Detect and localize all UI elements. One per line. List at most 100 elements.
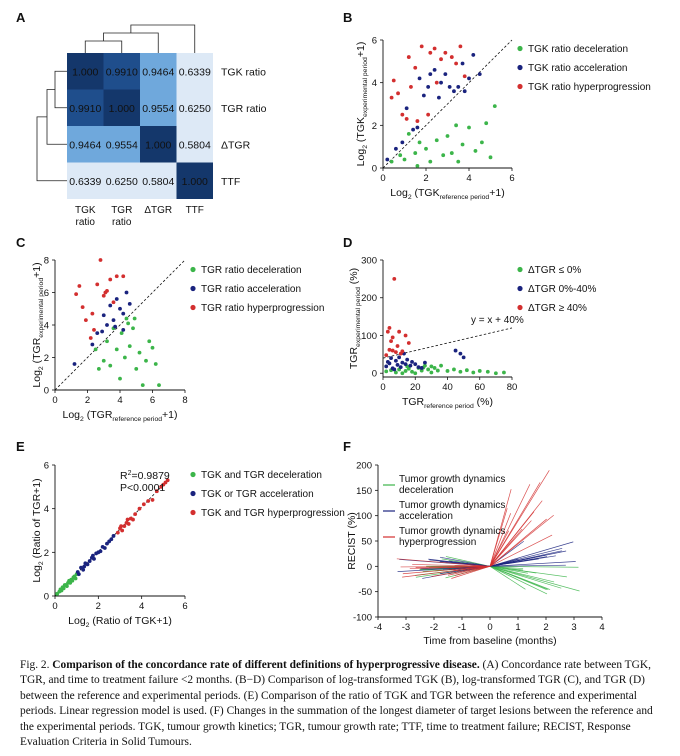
legend-label: TGR ratio deceleration: [201, 265, 302, 276]
heatmap-value: 1.000: [182, 176, 208, 188]
data-point-red: [397, 329, 402, 334]
x-tick-label: 2: [85, 395, 90, 406]
y-tick-label: 6: [44, 288, 49, 299]
legend-label: TGK ratio hyperprogression: [528, 82, 651, 93]
legend-marker: [517, 64, 523, 71]
top-dendrogram-link: [84, 40, 123, 53]
data-point-red: [390, 348, 395, 353]
heatmap-cell: [103, 162, 140, 199]
heatmap-value: 1.000: [145, 139, 171, 151]
data-point-red: [391, 78, 396, 83]
heatmap-row-label: TTF: [221, 176, 240, 188]
trajectory-experimental: [489, 565, 580, 592]
data-point-red: [165, 478, 170, 483]
data-point-green: [150, 345, 155, 350]
data-point-red: [432, 46, 437, 51]
data-point-navy: [385, 157, 390, 162]
data-point-navy: [458, 351, 463, 356]
heatmap-cell: [140, 126, 177, 163]
data-point-green: [471, 370, 476, 375]
data-point-navy: [398, 365, 403, 370]
data-point-navy: [101, 313, 106, 318]
y-tick-label: 2: [44, 353, 49, 364]
data-point-red: [119, 524, 123, 529]
heatmap-cell: [176, 126, 213, 163]
data-point-green: [428, 159, 433, 164]
data-point-green: [398, 153, 403, 158]
data-point-red: [95, 282, 100, 287]
r-squared-part: R: [120, 470, 128, 482]
scatter-panel-D: 0 20 40 60 80 0 100 200 300 ΔTGR ≤ 0% ΔTGR 0%-40% Δ…: [348, 256, 596, 411]
data-point-green: [492, 104, 497, 109]
data-point-green: [480, 140, 484, 145]
heatmap-value: 0.9554: [142, 103, 174, 115]
data-point-red: [150, 498, 155, 502]
data-point-red: [131, 517, 135, 522]
y-tick-label: 300: [361, 256, 377, 267]
x-tick-label: 1: [515, 622, 520, 633]
trajectory-experimental: [489, 565, 562, 589]
legend-label: TGK and TGR deceleration: [201, 470, 322, 481]
data-point-green: [484, 121, 489, 126]
heatmap-cell: [140, 162, 177, 199]
heatmap-value: 0.6250: [179, 103, 211, 115]
x-axis-label-part: TGR: [402, 396, 425, 408]
heatmap-value: 0.9464: [142, 66, 174, 78]
heatmap-col-label: ΔTGR: [144, 205, 172, 216]
data-point-navy: [384, 364, 389, 369]
heatmap-col-label: TGR: [111, 205, 132, 216]
legend-marker: [517, 285, 523, 292]
data-point-green: [485, 369, 490, 374]
data-point-red: [415, 119, 420, 123]
data-point-red: [406, 55, 411, 59]
data-point-navy: [405, 357, 410, 362]
legend-marker: [190, 490, 196, 497]
scatter-panel-B: 0 2 4 6 0 2 4 6 TGK ratio deceleration TGK ratio …: [355, 36, 651, 202]
data-point-green: [488, 155, 493, 160]
heatmap-col-label: ratio: [112, 217, 132, 228]
data-point-navy: [423, 360, 427, 365]
data-point-green: [153, 362, 158, 366]
data-point-green: [93, 347, 98, 352]
y-tick-label: 200: [356, 461, 372, 472]
trajectory-reference: [439, 556, 491, 567]
heatmap-cell: [67, 53, 104, 90]
x-tick-label: -1: [458, 622, 466, 633]
legend-label: acceleration: [399, 511, 453, 522]
y-axis-label-part: +1): [31, 262, 43, 277]
x-tick-label: -2: [430, 622, 438, 633]
data-point-red: [454, 61, 458, 66]
legend-marker: [190, 285, 196, 292]
data-point-red: [396, 91, 400, 96]
data-point-green: [458, 369, 463, 374]
line-panel-F: -4 -3 -2 -1 0 1 2 3 4 -100 -50 0 50 100 150 200 Tumor gr…: [346, 461, 605, 648]
heatmap-row-label: TGR ratio: [221, 103, 267, 115]
heatmap-row-label: TGK ratio: [221, 66, 266, 78]
data-point-green: [126, 321, 131, 326]
left-dendrogram-link: [36, 116, 67, 182]
data-point-green: [445, 369, 450, 373]
data-point-navy: [121, 311, 126, 316]
panel-label-F: F: [343, 439, 351, 454]
data-point-navy: [416, 365, 421, 370]
left-dendrogram-link: [54, 70, 67, 109]
x-tick-label: 2: [423, 173, 428, 184]
data-point-red: [126, 522, 131, 526]
data-point-navy: [91, 553, 95, 558]
trajectory-experimental: [489, 566, 548, 595]
heatmap-value: 1.000: [109, 103, 135, 115]
y-axis-label-part: experimental period: [362, 57, 369, 117]
data-point-green: [108, 363, 113, 368]
y-tick-label: 0: [372, 164, 377, 175]
data-point-navy: [114, 297, 119, 301]
data-point-green: [124, 316, 129, 321]
data-point-navy: [439, 80, 443, 85]
legend-label: TGR ratio acceleration: [201, 284, 301, 295]
y-tick-label: 2: [372, 121, 377, 132]
data-point-green: [140, 383, 145, 388]
scatter-panel-E: 0 2 4 6 0 2 4 6 TGK and TGR deceleration TGK or T…: [31, 461, 345, 630]
x-axis-label-part: (Ratio of TGK+1): [89, 615, 171, 627]
trajectory-experimental: [489, 555, 556, 567]
data-point-navy: [95, 331, 100, 336]
data-point-red: [409, 85, 413, 89]
